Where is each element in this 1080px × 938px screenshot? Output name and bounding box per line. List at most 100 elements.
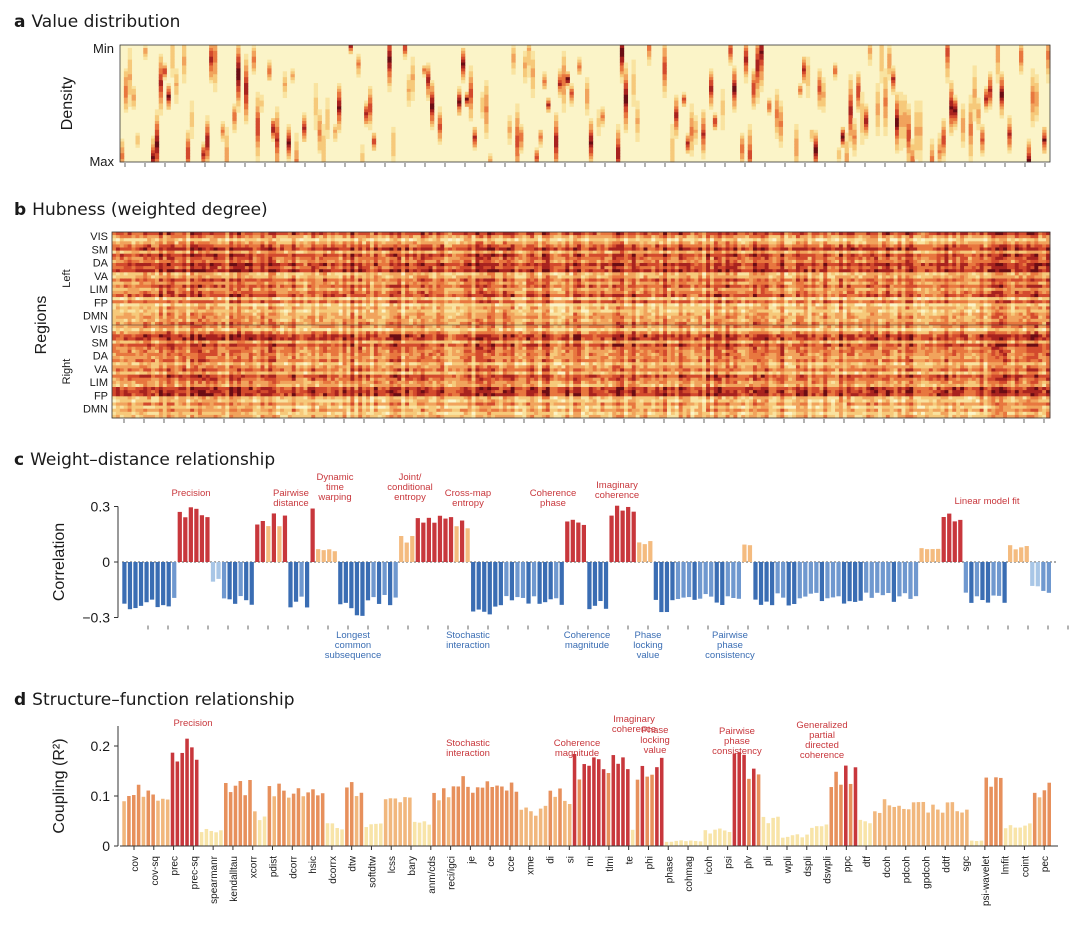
heatmap-b-cell [112, 411, 117, 416]
heatmap-b-cell [201, 306, 207, 310]
heatmap-b-cell [280, 247, 285, 251]
heatmap-a-cell [995, 65, 1001, 69]
heatmap-a-cell [879, 77, 884, 81]
heatmap-a-cell [999, 80, 1004, 84]
heatmap-b-cell [182, 315, 187, 320]
heatmap-b-cell [147, 402, 152, 406]
heatmap-b-cell [119, 352, 125, 357]
heatmap-b-cell [209, 300, 215, 304]
heatmap-b-cell [252, 390, 258, 394]
heatmap-a-cell [848, 115, 853, 119]
panel-b-letter: b [14, 200, 27, 220]
heatmap-b-cell [291, 238, 297, 242]
heatmap-a-cell [984, 94, 989, 99]
heatmap-b-cell [229, 290, 234, 295]
heatmap-a-cell [236, 106, 241, 110]
heatmap-b-cell [119, 300, 125, 304]
heatmap-a-cell [588, 135, 594, 139]
heatmap-b-cell [213, 414, 218, 419]
heatmap-b-cell [276, 281, 281, 286]
heatmap-a-cell [898, 129, 904, 134]
heatmap-a-cell [960, 112, 966, 116]
heatmap-b-cell [112, 377, 117, 382]
heatmap-a-cell [588, 132, 594, 137]
heatmap-a-cell [317, 126, 322, 131]
heatmap-b-cell [170, 331, 175, 335]
heatmap-b-cell [174, 371, 179, 375]
heatmap-b-cell [162, 414, 168, 419]
heatmap-a-cell [755, 100, 760, 104]
heatmap-b-cell [291, 287, 297, 292]
heatmap-b-cell [209, 275, 215, 279]
heatmap-b-cell [178, 287, 183, 292]
heatmap-b-cell [147, 318, 152, 323]
heatmap-a-cell [426, 68, 431, 72]
heatmap-b-cell [170, 390, 175, 394]
heatmap-b-cell [291, 315, 297, 320]
heatmap-b-cell [112, 393, 117, 397]
heatmap-b-cell [237, 356, 242, 360]
heatmap-b-cell [237, 371, 242, 375]
heatmap-b-cell [252, 414, 258, 419]
heatmap-a-cell [426, 80, 431, 84]
heatmap-a-cell [999, 109, 1004, 113]
heatmap-b-cell [268, 387, 273, 391]
heatmap-b-cell [283, 380, 289, 385]
heatmap-b-cell [182, 244, 187, 248]
heatmap-b-cell [166, 365, 172, 369]
heatmap-b-cell [127, 266, 132, 270]
heatmap-a-cell [778, 132, 784, 137]
heatmap-a-cell [360, 153, 365, 157]
heatmap-a-cell [244, 106, 249, 110]
heatmap-a-cell [805, 56, 811, 61]
heatmap-b-cell [154, 331, 160, 335]
heatmap-b-cell [151, 263, 156, 267]
heatmap-a-cell [898, 123, 904, 128]
heatmap-a-cell [794, 150, 799, 154]
heatmap-b-cell [221, 411, 226, 416]
heatmap-b-cell [139, 368, 144, 372]
heatmap-a-cell [1046, 62, 1051, 66]
heatmap-b-cell [190, 253, 195, 258]
heatmap-b-cell [131, 315, 136, 320]
heatmap-b-cell [205, 306, 211, 310]
heatmap-b-cell [143, 306, 148, 310]
heatmap-b-cell [260, 340, 265, 344]
heatmap-b-cell [127, 390, 132, 394]
heatmap-b-cell [240, 281, 246, 286]
heatmap-a-cell [557, 94, 563, 99]
heatmap-b-cell [291, 405, 297, 410]
heatmap-b-cell [217, 278, 222, 282]
heatmap-a-cell [774, 132, 780, 137]
heatmap-b-cell [260, 306, 265, 310]
heatmap-b-cell [205, 321, 211, 326]
heatmap-a-cell [437, 118, 443, 122]
heatmap-b-cell [268, 232, 273, 236]
heatmap-a-cell [701, 121, 706, 125]
heatmap-b-cell [217, 377, 222, 382]
heatmap-b-cell [166, 402, 172, 406]
heatmap-a-cell [457, 106, 462, 110]
heatmap-b-cell [190, 256, 195, 261]
heatmap-a-cell [887, 47, 892, 52]
heatmap-a-cell [170, 59, 175, 63]
heatmap-b-cell [217, 371, 222, 375]
heatmap-b-cell [233, 325, 238, 329]
heatmap-b-cell [182, 284, 187, 289]
heatmap-a-cell [972, 83, 977, 87]
heatmap-b-cell [248, 263, 254, 267]
heatmap-a-cell [662, 53, 667, 58]
heatmap-b-cell [123, 337, 129, 341]
heatmap-b-cell [190, 315, 195, 320]
heatmap-b-cell [295, 343, 300, 348]
heatmap-a-cell [185, 147, 191, 151]
heatmap-b-cell [205, 362, 211, 366]
heatmap-b-cell [256, 387, 261, 391]
heatmap-b-cell [256, 352, 261, 357]
heatmap-b-cell [276, 294, 281, 298]
heatmap-b-cell [123, 253, 129, 258]
heatmap-b-cell [112, 371, 117, 375]
heatmap-b-cell [112, 352, 117, 357]
heatmap-b-cell [233, 334, 238, 338]
heatmap-a-cell [402, 56, 408, 61]
